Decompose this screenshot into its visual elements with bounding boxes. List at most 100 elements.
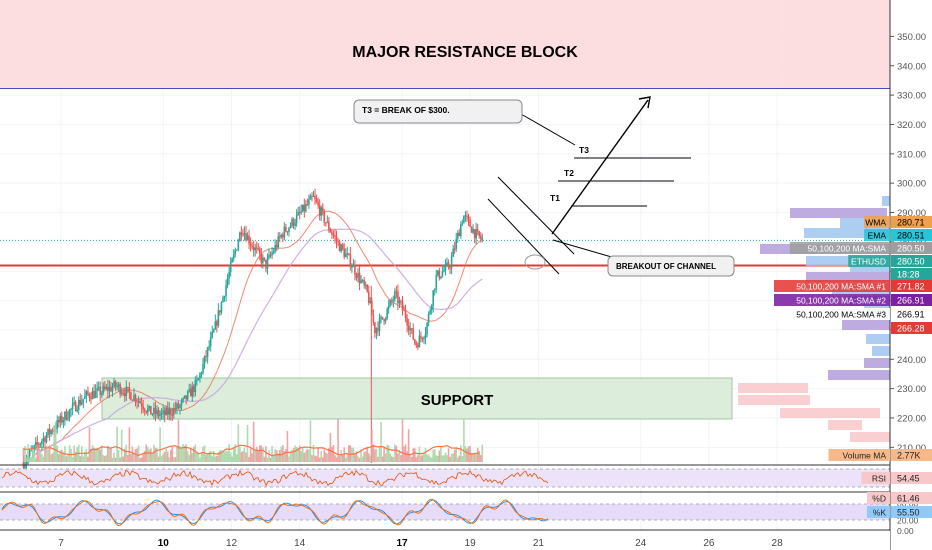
candle-body[interactable] [143, 409, 146, 412]
candle-body[interactable] [420, 335, 422, 338]
candle-body[interactable] [289, 225, 292, 228]
candle-body[interactable] [446, 262, 448, 265]
resistance-zone[interactable] [0, 0, 890, 88]
candle-body[interactable] [403, 310, 405, 312]
candle-body[interactable] [415, 343, 418, 346]
candle-body[interactable] [150, 405, 152, 415]
candle-body[interactable] [185, 395, 187, 400]
candle-body[interactable] [429, 310, 431, 314]
candle-body[interactable] [104, 386, 106, 389]
candle-body[interactable] [217, 310, 220, 326]
indicator-value-tag[interactable] [891, 506, 932, 518]
candle-body[interactable] [84, 395, 86, 399]
candle-body[interactable] [225, 285, 227, 297]
candle-body[interactable] [116, 386, 118, 388]
candle-body[interactable] [173, 407, 175, 416]
candle-body[interactable] [162, 410, 164, 413]
candle-body[interactable] [398, 300, 401, 304]
candle-body[interactable] [355, 274, 358, 278]
candle-body[interactable] [62, 419, 65, 423]
candle-body[interactable] [159, 414, 161, 416]
candle-body[interactable] [260, 254, 263, 263]
candle-body[interactable] [140, 403, 143, 407]
candle-body[interactable] [128, 387, 131, 393]
candle-body[interactable] [50, 430, 52, 434]
candle-body[interactable] [348, 253, 350, 255]
candle-body[interactable] [108, 386, 111, 392]
series-name-tag[interactable] [789, 242, 890, 254]
drawn-trendline[interactable] [497, 176, 575, 255]
series-value-tag[interactable] [891, 242, 932, 254]
candle-body[interactable] [301, 204, 304, 212]
candle-body[interactable] [404, 310, 407, 319]
candle-body[interactable] [229, 262, 232, 273]
candle-body[interactable] [74, 401, 77, 412]
candle-body[interactable] [277, 236, 280, 248]
candle-body[interactable] [208, 346, 210, 348]
candle-body[interactable] [130, 392, 132, 400]
drawn-trendline[interactable] [520, 113, 576, 146]
candle-body[interactable] [134, 395, 137, 402]
candle-body[interactable] [423, 337, 425, 340]
candle-body[interactable] [220, 302, 223, 313]
candle-body[interactable] [145, 411, 148, 413]
candle-body[interactable] [456, 232, 459, 239]
candle-body[interactable] [160, 412, 163, 415]
candle-body[interactable] [315, 198, 318, 203]
candle-body[interactable] [133, 395, 135, 400]
candle-body[interactable] [369, 301, 372, 303]
candle-body[interactable] [41, 440, 43, 444]
candle-body[interactable] [239, 232, 241, 242]
candle-body[interactable] [275, 244, 278, 248]
indicator-name-tag[interactable] [828, 449, 891, 461]
candle-body[interactable] [372, 315, 375, 323]
candle-body[interactable] [452, 248, 454, 257]
candle-body[interactable] [154, 408, 157, 415]
candle-body[interactable] [265, 259, 267, 269]
candle-body[interactable] [28, 450, 31, 456]
candle-body[interactable] [426, 323, 428, 335]
candle-body[interactable] [292, 218, 295, 226]
series-value-tag[interactable] [891, 255, 932, 267]
candle-body[interactable] [291, 218, 293, 226]
candle-body[interactable] [188, 388, 191, 392]
candle-body[interactable] [262, 257, 264, 263]
candle-body[interactable] [413, 339, 416, 344]
candle-body[interactable] [381, 316, 384, 320]
candle-body[interactable] [110, 386, 112, 392]
candle-body[interactable] [97, 386, 100, 389]
candle-body[interactable] [165, 407, 167, 416]
candle-body[interactable] [466, 215, 468, 217]
candle-body[interactable] [44, 437, 46, 443]
candle-body[interactable] [332, 234, 335, 236]
candle-body[interactable] [314, 195, 316, 199]
candle-body[interactable] [64, 411, 66, 420]
candle-body[interactable] [371, 301, 373, 316]
candle-body[interactable] [352, 264, 355, 267]
candle-body[interactable] [168, 409, 171, 415]
candle-body[interactable] [113, 381, 115, 388]
candle-body[interactable] [363, 280, 365, 286]
candle-body[interactable] [114, 381, 117, 387]
candle-body[interactable] [146, 408, 149, 413]
candle-body[interactable] [120, 392, 123, 394]
candle-body[interactable] [139, 401, 141, 404]
series-value-tag[interactable] [891, 229, 932, 241]
candle-body[interactable] [88, 394, 91, 398]
candle-body[interactable] [380, 316, 382, 319]
indicator-name-tag[interactable] [867, 492, 890, 504]
candle-body[interactable] [357, 272, 359, 278]
candle-body[interactable] [453, 248, 456, 250]
candle-body[interactable] [337, 241, 339, 243]
candle-body[interactable] [259, 248, 261, 255]
candle-body[interactable] [435, 274, 438, 289]
drawn-trendline[interactable] [487, 198, 560, 275]
target-arrow[interactable] [551, 99, 649, 235]
candle-body[interactable] [79, 399, 82, 405]
candle-body[interactable] [470, 226, 473, 233]
candle-body[interactable] [467, 216, 470, 220]
candle-body[interactable] [65, 411, 68, 420]
candle-body[interactable] [107, 387, 109, 392]
candle-body[interactable] [176, 403, 178, 410]
candle-body[interactable] [397, 291, 399, 304]
